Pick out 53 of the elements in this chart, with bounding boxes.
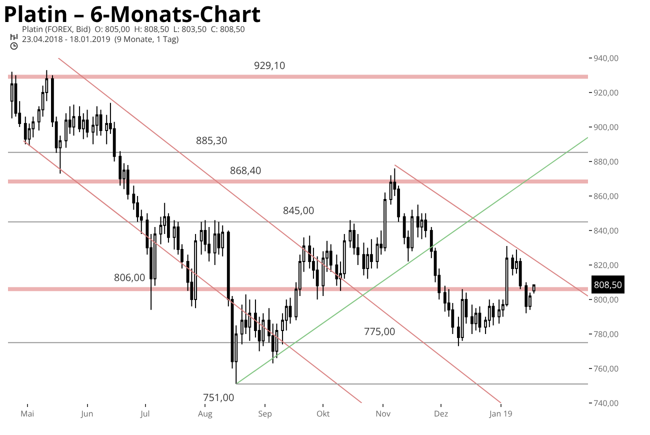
x-tick-label: Aug <box>198 408 214 420</box>
candlestick <box>498 299 501 324</box>
text: 808,50 <box>594 278 622 291</box>
text: 23.04.2018 - 18.01.2019 (9 Monate, 1 Tag) <box>22 34 180 45</box>
y-tick-label: 780,00 <box>594 328 619 340</box>
y-tick-label: 800,00 <box>594 294 619 306</box>
y-tick-label: 940,00 <box>594 52 619 64</box>
candlestick <box>126 164 130 200</box>
y-tick-label: 920,00 <box>594 87 619 98</box>
candlestick <box>424 212 428 238</box>
ref-line-label: 929,10 <box>254 58 286 72</box>
candlestick <box>478 306 482 333</box>
x-tick-label: Okt <box>316 408 330 420</box>
candlestick <box>362 242 366 276</box>
y-tick-label: 860,00 <box>594 190 619 202</box>
y-tick-label: 740,00 <box>594 398 619 409</box>
y-tick-label: 900,00 <box>594 122 619 133</box>
candlestick <box>221 224 224 257</box>
candlestick <box>416 204 420 238</box>
x-tick-label: Nov <box>376 408 390 420</box>
candlestick <box>86 109 89 138</box>
candlestick <box>99 109 102 136</box>
ref-line-label: 806,00 <box>114 270 146 284</box>
candlestick <box>532 284 536 294</box>
candlestick <box>213 220 216 266</box>
y-tick-label: 880,00 <box>594 156 619 168</box>
ref-line-label: 868,40 <box>230 163 262 177</box>
x-tick-label: Jan 19 <box>488 408 513 420</box>
y-tick-label: 760,00 <box>594 363 619 374</box>
ref-line-label: 885,30 <box>196 133 228 147</box>
candlestick <box>118 150 122 186</box>
x-tick-label: Jun <box>80 408 94 420</box>
candlestick <box>524 282 528 314</box>
candlestick <box>329 244 332 272</box>
x-tick-label: Sep <box>258 408 272 420</box>
candlestick <box>492 302 495 326</box>
y-tick-label: 840,00 <box>594 225 619 236</box>
annotation: 751,00 <box>203 390 234 404</box>
candlestick <box>200 221 203 256</box>
ref-line-label: 775,00 <box>364 324 396 338</box>
ref-line-label: 845,00 <box>283 203 314 217</box>
candlestick <box>474 308 478 332</box>
x-tick-label: Mai <box>20 408 34 420</box>
candlestick <box>384 192 386 252</box>
chart-subtitle: Platin (FOREX, Bid) O: 805,00 H: 808,50 L: 803,50 C: 808,50 <box>22 24 246 35</box>
x-tick-label: Jul <box>140 408 150 420</box>
candlestick <box>194 233 197 309</box>
candlestick <box>72 104 76 136</box>
y-tick-label: 820,00 <box>594 260 619 271</box>
candlestick <box>24 116 27 145</box>
x-tick-label: Dez <box>434 408 448 420</box>
candlestick <box>470 304 474 334</box>
candlestick <box>10 71 14 119</box>
